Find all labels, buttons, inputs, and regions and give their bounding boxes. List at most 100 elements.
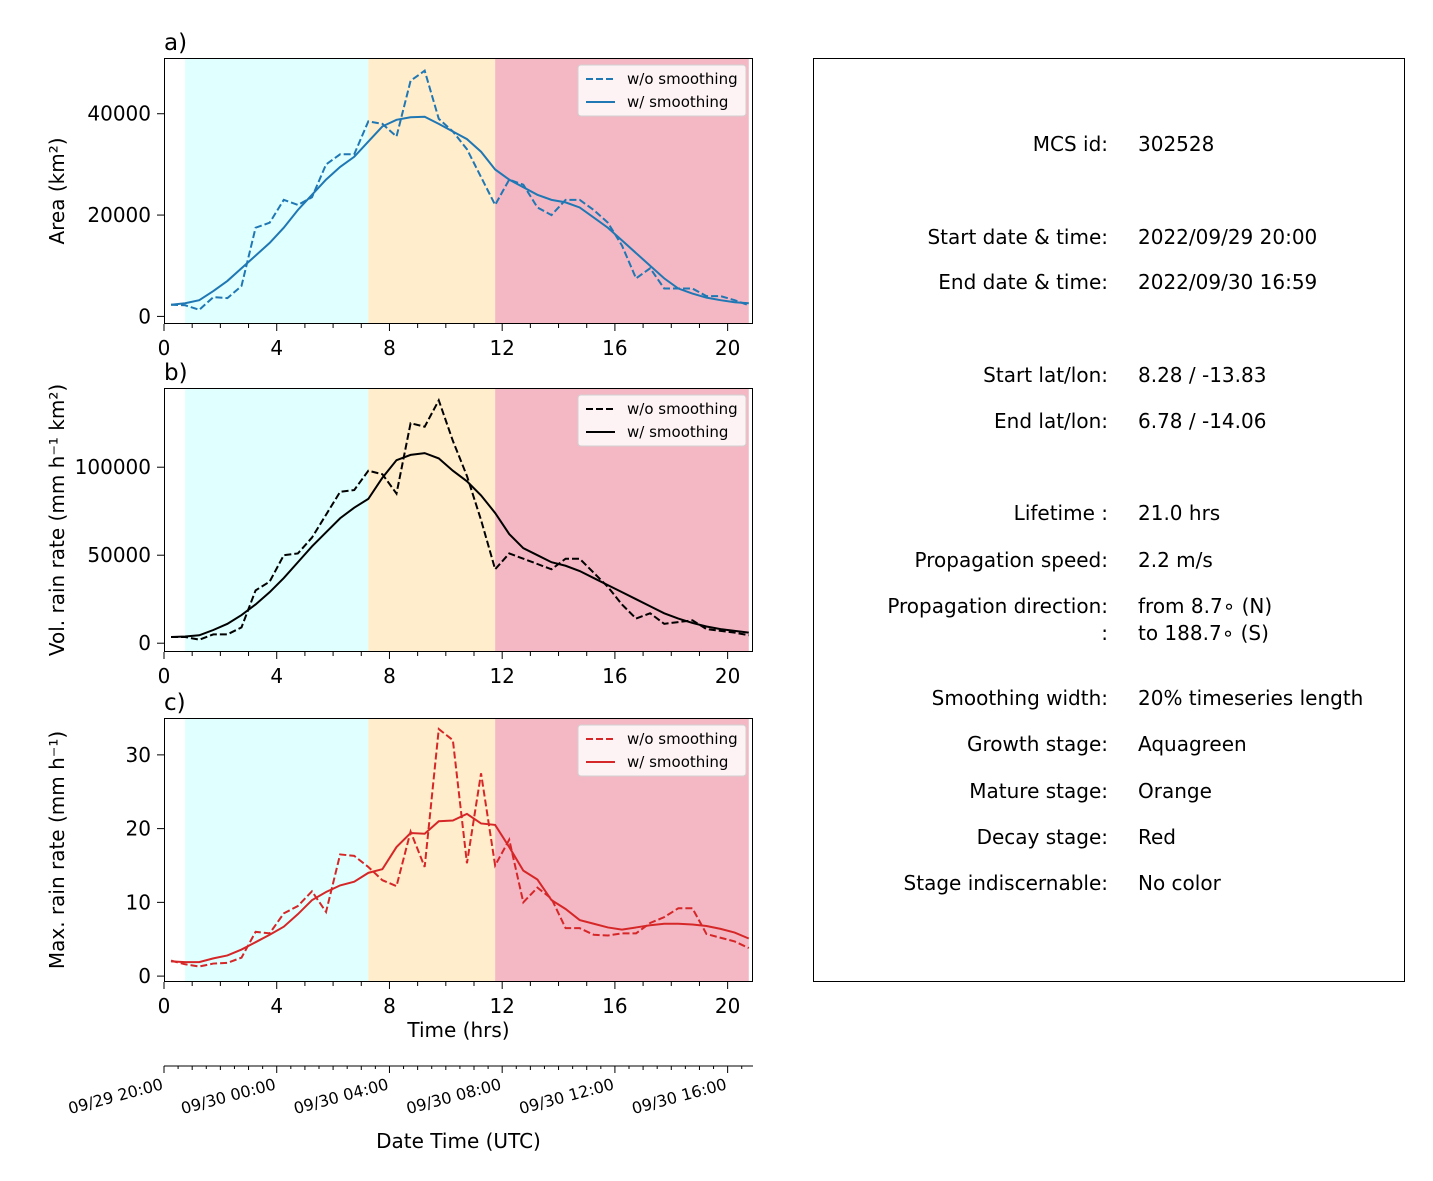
- y-axis-label: Max. rain rate (mm h⁻¹): [45, 731, 69, 969]
- info-row-label: Growth stage:: [967, 732, 1108, 756]
- panel-c: 0 4 8 12 16 20 0 10 20 30 c) Max. rain rate (mm h⁻¹…: [45, 690, 753, 1042]
- series-line-smoothed: [170, 812, 750, 964]
- x-tick-label: 16: [602, 994, 627, 1018]
- info-row-label: End lat/lon:: [994, 409, 1108, 433]
- date-tick-label: 09/30 04:00: [292, 1075, 391, 1119]
- x-tick-label: 4: [270, 664, 283, 688]
- x-tick-label: 0: [158, 336, 171, 360]
- y-tick-label: 0: [138, 631, 151, 655]
- x-axis-label: Time (hrs): [406, 1018, 509, 1042]
- info-row-value: No color: [1138, 871, 1222, 895]
- info-row-label: Smoothing width:: [932, 686, 1108, 710]
- info-row-label: Stage indiscernable:: [904, 871, 1108, 895]
- y-tick-label: 20000: [87, 203, 151, 227]
- legend-entry: w/o smoothing: [627, 730, 738, 748]
- info-row-label: :: [1101, 621, 1108, 645]
- x-tick-label: 20: [715, 664, 740, 688]
- info-row-label: Decay stage:: [977, 825, 1108, 849]
- date-tick-label: 09/30 12:00: [517, 1075, 616, 1119]
- stage-band-aquagreen: [185, 58, 369, 324]
- info-row-label: MCS id:: [1033, 132, 1108, 156]
- info-row-value: Red: [1138, 825, 1176, 849]
- x-tick-label: 12: [489, 994, 514, 1018]
- legend-entry: w/ smoothing: [627, 753, 728, 771]
- panel-a: 0 4 8 12 16 20 0 20000 40000 a) Area (km²) w/o smoo…: [45, 30, 753, 360]
- series-line-raw: [170, 727, 750, 968]
- panel-label: b): [164, 360, 188, 386]
- series-line-raw: [171, 397, 749, 641]
- info-row-value: 2.2 m/s: [1138, 548, 1213, 572]
- info-row-value: 2022/09/30 16:59: [1138, 270, 1317, 294]
- stage-band-aquagreen: [185, 388, 369, 652]
- panel-b: 0 4 8 12 16 20 0 50000 100000 b) Vol. rain rate (m…: [45, 360, 753, 688]
- date-tick-label: 09/30 16:00: [630, 1075, 729, 1119]
- panel-label: c): [164, 690, 186, 716]
- legend: w/o smoothing w/ smoothing: [577, 64, 747, 117]
- x-tick-label: 8: [383, 994, 396, 1018]
- info-row-value: 302528: [1138, 132, 1214, 156]
- x-tick-label: 16: [602, 664, 627, 688]
- axes-frame: [164, 58, 753, 324]
- x-tick-label: 8: [383, 664, 396, 688]
- legend-entry: w/ smoothing: [627, 93, 728, 111]
- info-row-value: 20% timeseries length: [1138, 686, 1363, 710]
- info-row-label: Lifetime :: [1014, 501, 1108, 525]
- info-row-value: 2022/09/29 20:00: [1138, 225, 1317, 249]
- legend-entry: w/o smoothing: [627, 400, 738, 418]
- x-tick-label: 0: [158, 994, 171, 1018]
- info-row-label: End date & time:: [938, 270, 1108, 294]
- info-row-value: from 8.7∘ (N): [1138, 594, 1272, 618]
- info-row-value: Aquagreen: [1138, 732, 1247, 756]
- info-row-value: Orange: [1138, 779, 1212, 803]
- x-tick-label: 20: [715, 994, 740, 1018]
- y-tick-label: 0: [138, 964, 151, 988]
- x-tick-label: 12: [489, 664, 514, 688]
- axes-frame: [164, 718, 753, 982]
- info-row-value: to 188.7∘ (S): [1138, 621, 1269, 645]
- axes-frame: [164, 388, 753, 652]
- info-box: MCS id: 302528 Start date & time: 2022/09/2…: [813, 58, 1405, 982]
- y-axis-label: Area (km²): [45, 137, 69, 244]
- y-tick-label: 30: [126, 743, 151, 767]
- info-row-value: 8.28 / -13.83: [1138, 363, 1266, 387]
- info-row-value: 6.78 / -14.06: [1138, 409, 1266, 433]
- info-row-label: Start date & time:: [927, 225, 1108, 249]
- y-tick-label: 10: [126, 890, 151, 914]
- series-line-smoothed: [171, 452, 749, 639]
- date-time-axis: 09/29 20:00 09/30 00:00 09/30 04:00 09/30 0…: [66, 1065, 753, 1153]
- series-line-raw: [171, 69, 750, 311]
- y-tick-label: 20: [126, 817, 151, 841]
- date-axis-label: Date Time (UTC): [376, 1129, 541, 1153]
- y-axis-label: Vol. rain rate (mm h⁻¹ km²): [45, 384, 69, 656]
- legend-frame: [577, 394, 747, 447]
- x-tick-label: 12: [489, 336, 514, 360]
- legend: w/o smoothing w/ smoothing: [577, 724, 747, 777]
- legend-frame: [577, 724, 747, 777]
- legend-frame: [577, 64, 747, 117]
- info-row-label: Propagation speed:: [915, 548, 1108, 572]
- info-row-label: Mature stage:: [969, 779, 1108, 803]
- y-tick-label: 0: [138, 304, 151, 328]
- stage-band-orange: [368, 388, 496, 652]
- panel-label: a): [164, 30, 187, 56]
- date-tick-label: 09/30 00:00: [179, 1075, 278, 1119]
- x-tick-label: 4: [270, 994, 283, 1018]
- stage-band-orange: [368, 718, 496, 982]
- legend-entry: w/o smoothing: [627, 70, 738, 88]
- info-row-value: 21.0 hrs: [1138, 501, 1220, 525]
- series-line-smoothed: [170, 115, 749, 306]
- x-tick-label: 16: [602, 336, 627, 360]
- stage-band-orange: [368, 58, 496, 324]
- y-tick-label: 50000: [87, 543, 151, 567]
- info-box-frame: [813, 58, 1405, 982]
- date-tick-label: 09/30 08:00: [404, 1075, 503, 1119]
- y-tick-label: 100000: [75, 455, 151, 479]
- x-tick-label: 0: [158, 664, 171, 688]
- x-tick-label: 4: [270, 336, 283, 360]
- legend-entry: w/ smoothing: [627, 423, 728, 441]
- y-tick-label: 40000: [87, 102, 151, 126]
- x-tick-label: 8: [383, 336, 396, 360]
- x-tick-label: 20: [715, 336, 740, 360]
- legend: w/o smoothing w/ smoothing: [577, 394, 747, 447]
